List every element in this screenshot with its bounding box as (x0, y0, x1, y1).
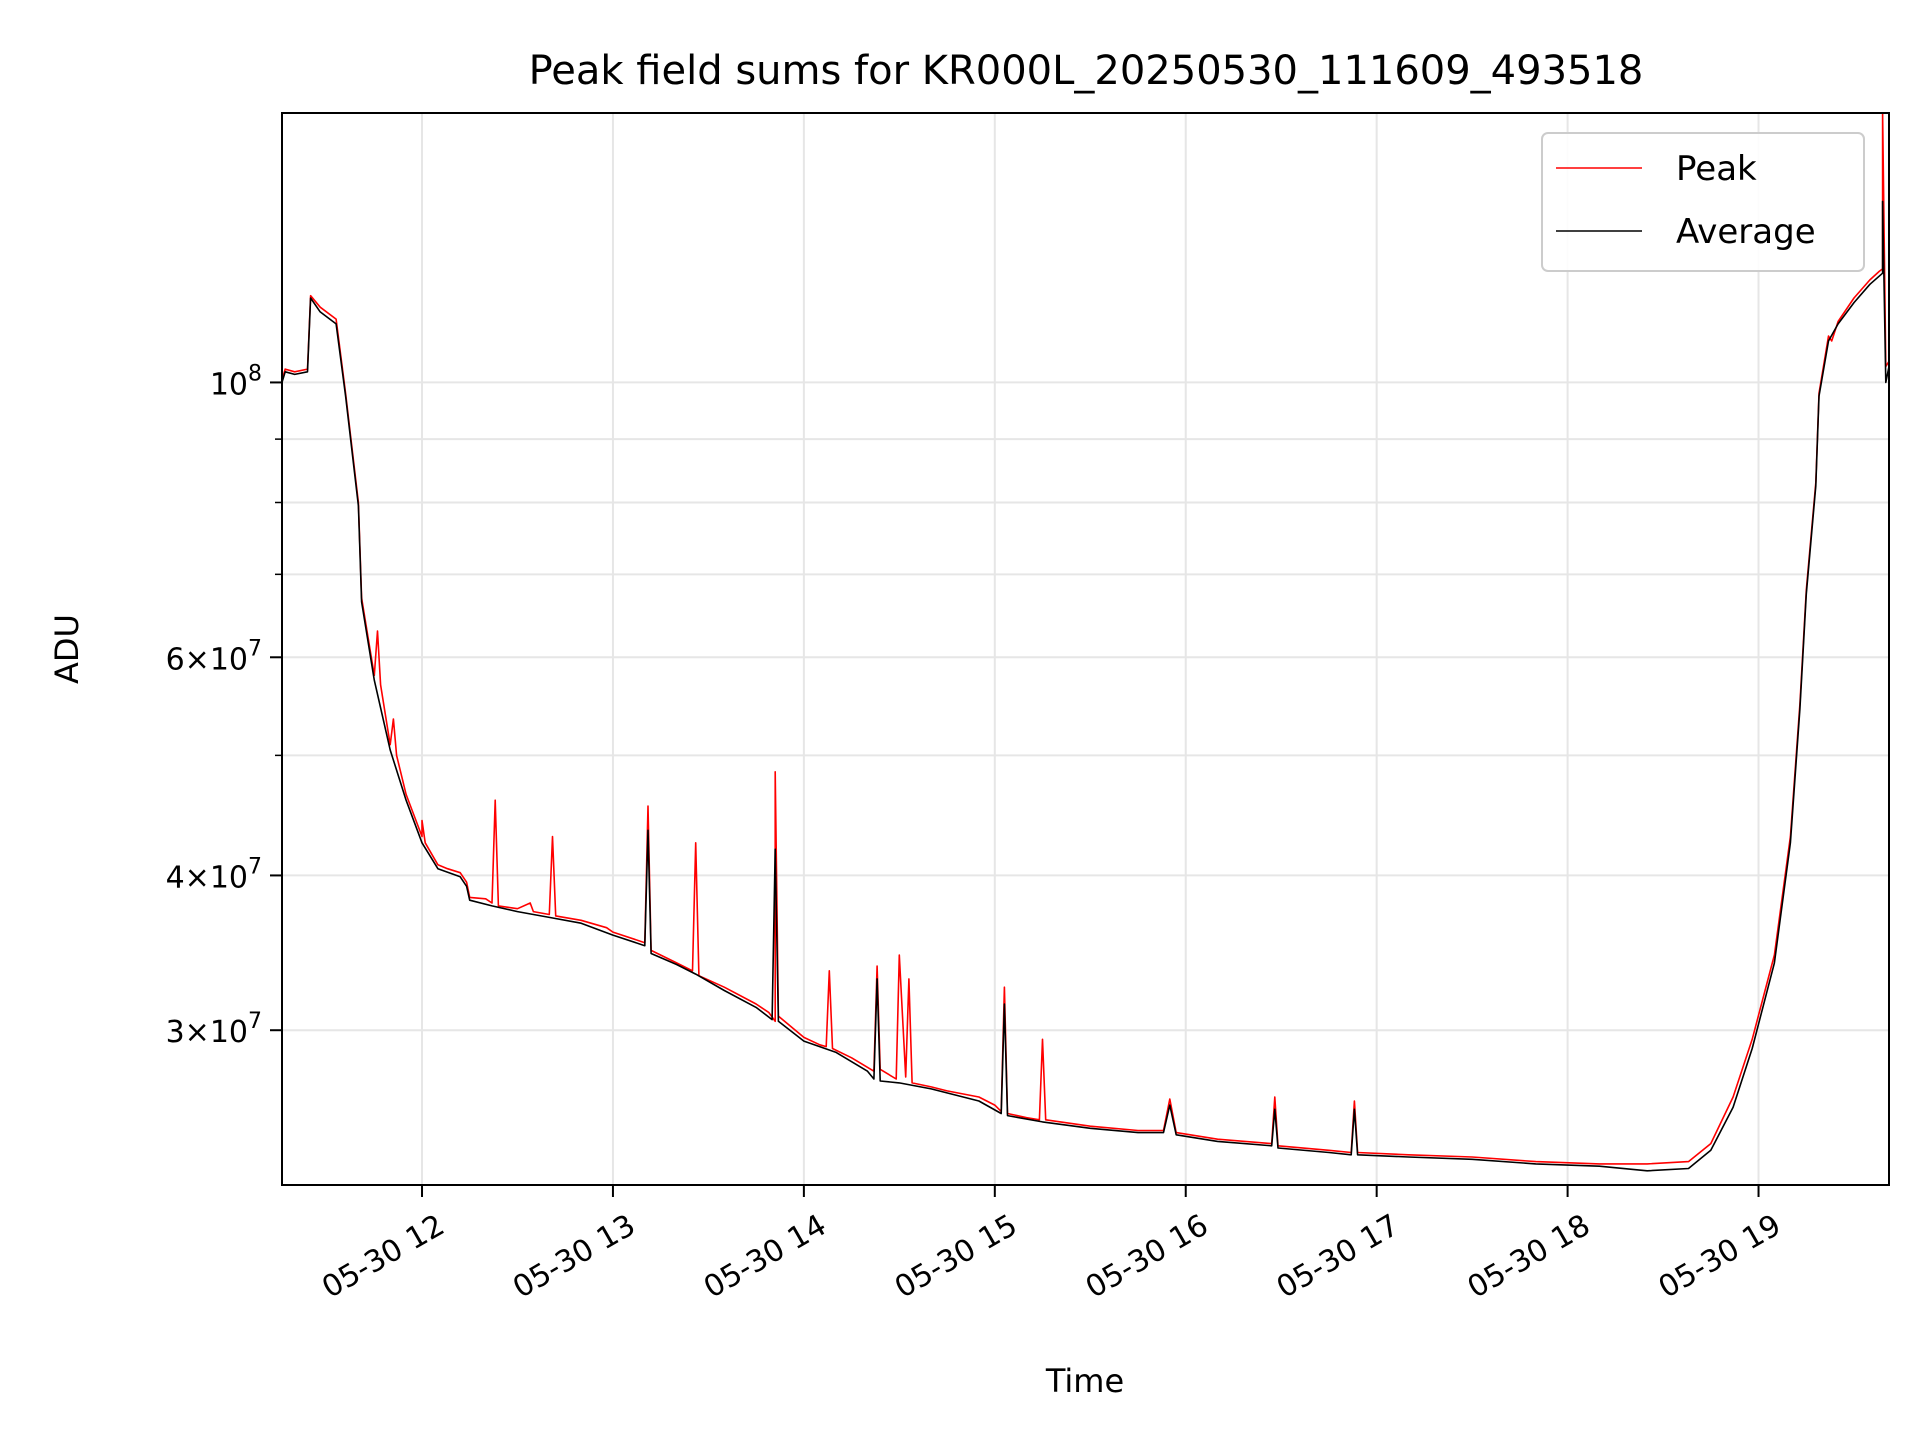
legend-label-peak: Peak (1676, 149, 1757, 189)
y-tick-label: 6×107 (166, 636, 262, 677)
legend-label-average: Average (1676, 212, 1816, 252)
plot-area (282, 113, 1889, 1172)
y-tick-label: 4×107 (166, 854, 262, 895)
chart-title: Peak field sums for KR000L_20250530_1116… (529, 48, 1644, 94)
y-axis-title: ADU (48, 614, 86, 684)
series-line-peak (282, 113, 1889, 1165)
y-tick-label: 108 (210, 361, 262, 402)
y-tick-label: 3×107 (166, 1009, 262, 1050)
legend: Peak Average (1541, 132, 1865, 272)
grid (282, 113, 1889, 1185)
series-line-average (282, 200, 1889, 1172)
plot-frame (281, 112, 1890, 1186)
x-axis-title: Time (1045, 1362, 1124, 1400)
y-axis: 108 6×107 4×107 3×107 (166, 361, 282, 1050)
